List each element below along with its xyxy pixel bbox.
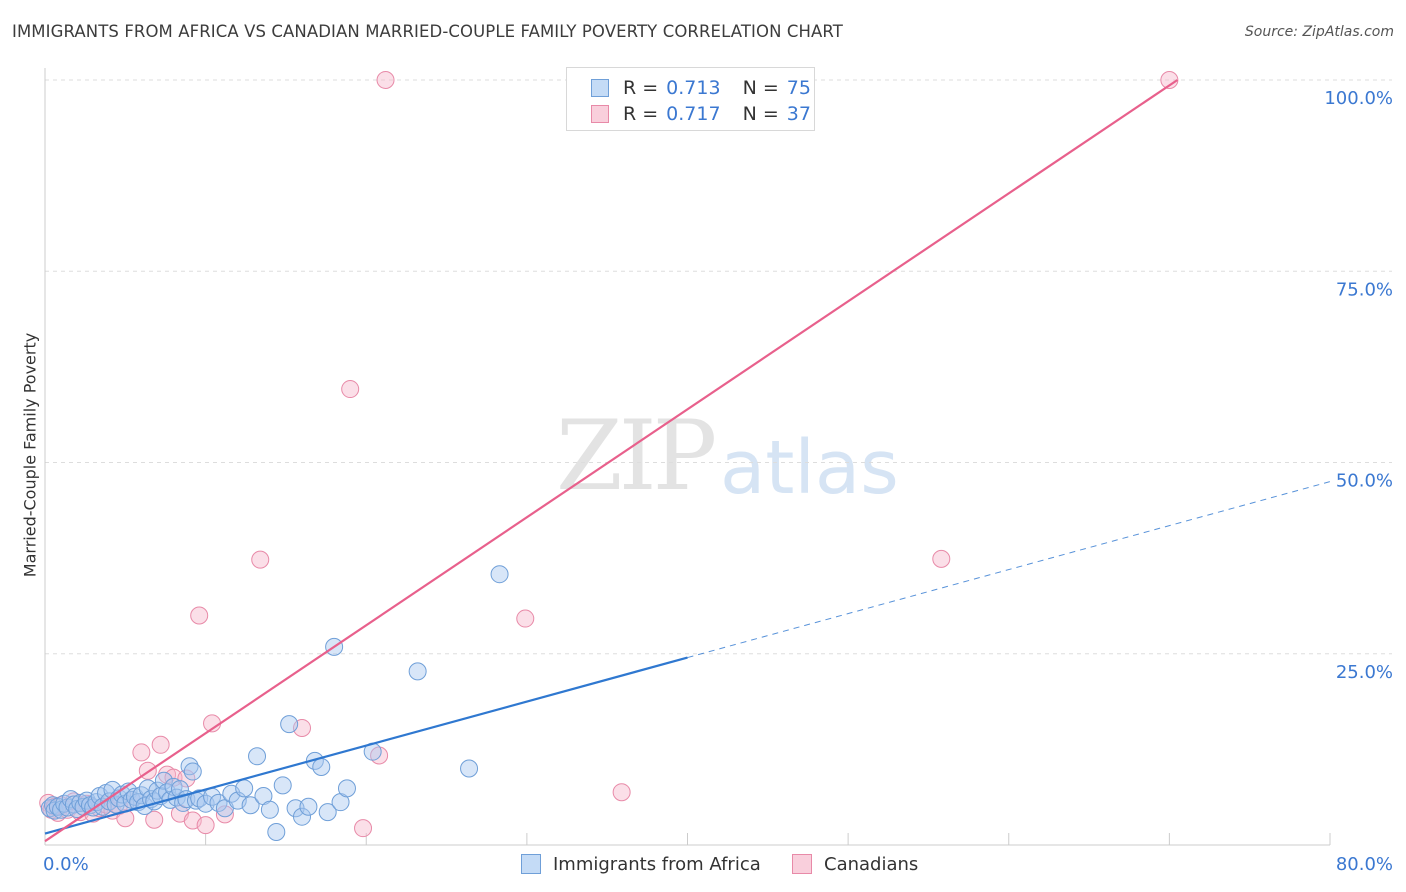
- africa-point: [267, 822, 286, 841]
- africa-point: [273, 776, 292, 795]
- n-value: 75: [786, 77, 811, 99]
- grid: [45, 79, 1392, 655]
- africa-points: [40, 565, 509, 841]
- canadians-point: [612, 783, 631, 802]
- legend-item-canadians[interactable]: Canadians: [792, 852, 918, 876]
- legend-item-africa[interactable]: Immigrants from Africa: [521, 852, 761, 876]
- tick-labels: 25.0% 50.0% 75.0% 100.0% 0.0% 80.0%: [43, 88, 1393, 875]
- africa-point: [196, 794, 215, 813]
- africa-point: [280, 715, 299, 734]
- y-tick-label: 25.0%: [1336, 662, 1393, 683]
- africa-point: [154, 771, 173, 790]
- africa-swatch: [591, 79, 609, 97]
- canadians-point: [151, 735, 170, 754]
- africa-trend-line: [44, 656, 688, 835]
- canadians-legend-swatch: [792, 854, 812, 874]
- canadians-point: [376, 71, 395, 89]
- canadians-point: [132, 743, 151, 762]
- africa-point: [293, 807, 311, 826]
- legend-label-africa: Immigrants from Africa: [553, 853, 761, 875]
- africa-point: [312, 757, 331, 776]
- canadians-point: [516, 609, 535, 628]
- africa-point: [260, 800, 279, 819]
- x-tick-label-min: 0.0%: [43, 854, 89, 875]
- canadians-point: [1160, 71, 1179, 89]
- chart-title: IMMIGRANTS FROM AFRICA VS CANADIAN MARRI…: [12, 22, 843, 41]
- africa-legend-swatch: [521, 854, 541, 874]
- n-value: 37: [786, 103, 811, 125]
- n-label: N =: [742, 103, 779, 125]
- canadians-point: [251, 550, 270, 569]
- africa-point: [490, 565, 509, 584]
- watermark-atlas: atlas: [720, 425, 899, 511]
- axes: [44, 68, 1331, 846]
- canadians-point: [116, 809, 135, 828]
- canadians-point: [145, 810, 164, 829]
- africa-point: [299, 797, 318, 816]
- africa-point: [125, 787, 144, 806]
- r-label: R =: [623, 77, 659, 99]
- africa-trend-extension: [687, 481, 1331, 659]
- legend-label-canadians: Canadians: [824, 853, 919, 875]
- source-label: Source: ZipAtlas.com: [1244, 24, 1394, 40]
- r-label: R =: [623, 103, 659, 125]
- africa-point: [241, 796, 260, 815]
- stats-legend: R = 0.713 N = 75 R = 0.717 N = 37: [566, 67, 815, 131]
- y-tick-label: 75.0%: [1336, 279, 1393, 300]
- x-tick-label-max: 80.0%: [1336, 854, 1393, 875]
- africa-point: [183, 762, 202, 781]
- y-axis-label: Married-Couple Family Poverty: [20, 332, 40, 578]
- watermark-zip: ZIP: [556, 400, 717, 512]
- canadians-point: [341, 380, 360, 399]
- canadians-point: [932, 549, 951, 568]
- africa-point: [180, 757, 199, 776]
- r-value: 0.717: [666, 103, 721, 125]
- n-label: N =: [742, 77, 779, 99]
- africa-point: [248, 747, 267, 766]
- trend-lines: [44, 79, 1331, 843]
- stats-legend-row-africa: R = 0.713 N = 75: [591, 75, 811, 101]
- canadians-swatch: [591, 105, 609, 123]
- y-tick-label: 100.0%: [1324, 88, 1393, 109]
- africa-point: [318, 803, 337, 822]
- africa-point: [235, 779, 254, 798]
- canadians-point: [354, 819, 373, 838]
- africa-point: [408, 662, 427, 681]
- canadians-point: [190, 606, 209, 625]
- canadians-point: [196, 816, 215, 835]
- canadians-trend-line: [44, 79, 1179, 843]
- africa-point: [460, 759, 479, 778]
- canadians-points: [39, 71, 1179, 838]
- africa-point: [337, 779, 356, 798]
- canadians-point: [215, 805, 234, 824]
- stats-legend-row-canadians: R = 0.717 N = 37: [591, 101, 811, 127]
- y-tick-label: 50.0%: [1336, 471, 1393, 492]
- r-value: 0.713: [666, 77, 721, 99]
